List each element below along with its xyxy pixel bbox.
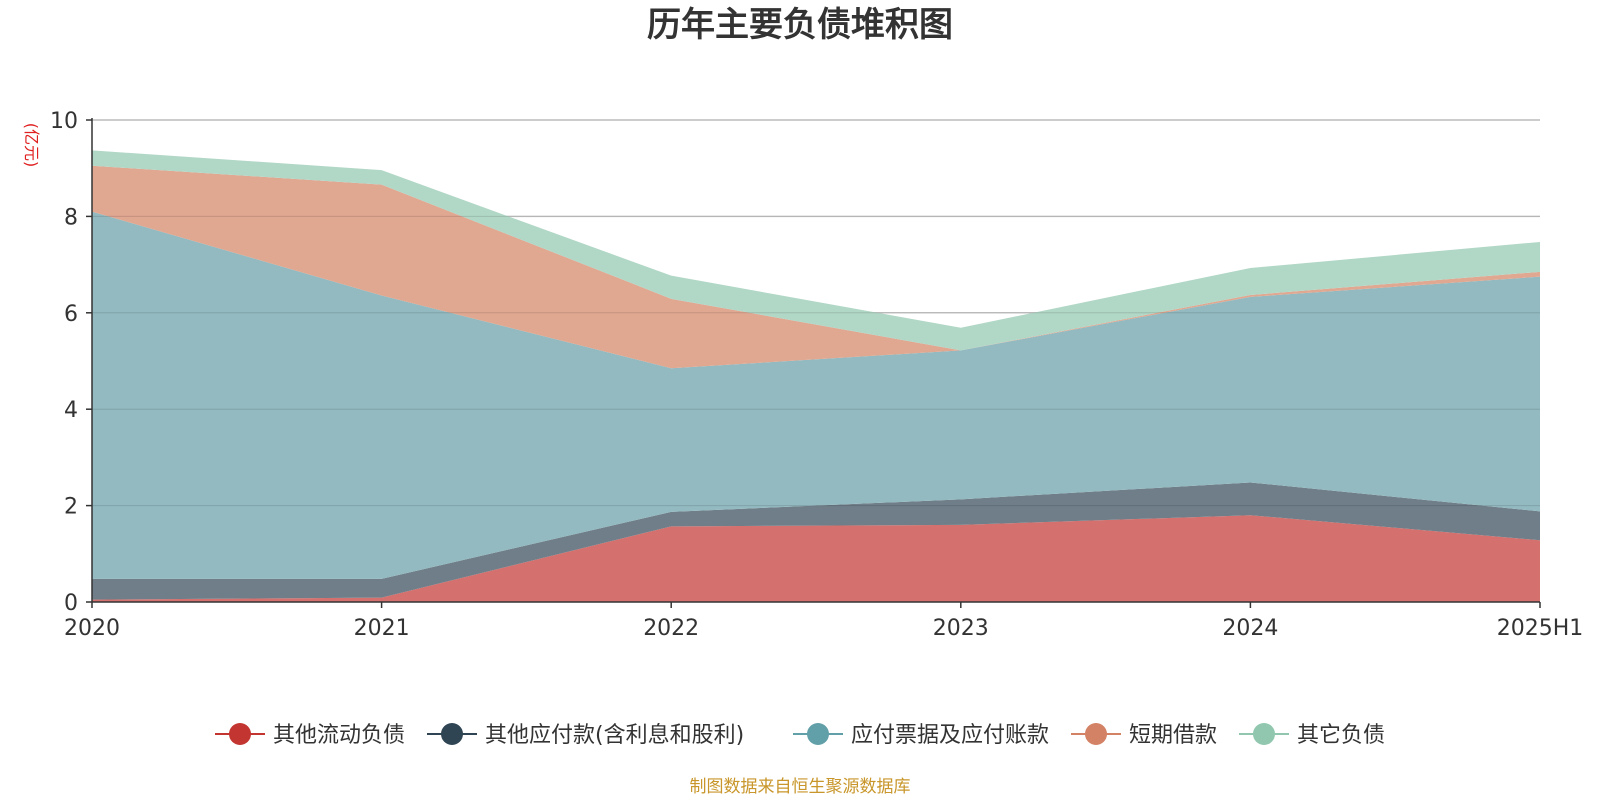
x-tick-label-0: 2020 bbox=[64, 616, 120, 641]
y-tick-label-2: 4 bbox=[64, 398, 78, 423]
legend-swatch-dot-4 bbox=[1253, 723, 1275, 745]
y-axis-unit-label: (亿元) bbox=[22, 123, 41, 168]
legend-item-0[interactable]: 其他流动负债 bbox=[215, 723, 405, 748]
area-series-0 bbox=[92, 515, 1540, 602]
legend-label-4: 其它负债 bbox=[1297, 723, 1385, 748]
legend-item-3[interactable]: 短期借款 bbox=[1071, 723, 1217, 748]
legend-swatch-dot-0 bbox=[229, 723, 251, 745]
axes: 0 2 4 6 8 10 2020 2021 2022 2023 2024 2025H1 bbox=[50, 109, 1583, 641]
area-series-3 bbox=[92, 165, 1540, 369]
legend-swatch-dot-3 bbox=[1085, 723, 1107, 745]
legend[interactable]: 其他流动负债 其他应付款(含利息和股利) 应付票据及应付账款 短期借款 其它负债 bbox=[215, 723, 1385, 748]
legend-label-0: 其他流动负债 bbox=[273, 723, 405, 748]
legend-swatch-dot-2 bbox=[807, 723, 829, 745]
x-tick-label-5: 2025H1 bbox=[1497, 616, 1584, 641]
x-tick-label-4: 2024 bbox=[1222, 616, 1278, 641]
y-tick-label-5: 10 bbox=[50, 109, 78, 134]
legend-item-4[interactable]: 其它负债 bbox=[1239, 723, 1385, 748]
x-tick-label-1: 2021 bbox=[354, 616, 410, 641]
chart-title: 历年主要负债堆积图 bbox=[647, 5, 953, 45]
area-series-1 bbox=[92, 482, 1540, 600]
y-tick-label-1: 2 bbox=[64, 495, 78, 520]
x-tick-label-3: 2023 bbox=[933, 616, 989, 641]
source-note: 制图数据来自恒生聚源数据库 bbox=[690, 777, 911, 797]
legend-label-1: 其他应付款(含利息和股利) bbox=[485, 723, 744, 748]
area-series-4 bbox=[92, 150, 1540, 351]
y-tick-label-4: 8 bbox=[64, 205, 78, 230]
legend-swatch-dot-1 bbox=[441, 723, 463, 745]
area-series-2 bbox=[92, 211, 1540, 579]
legend-label-3: 短期借款 bbox=[1129, 723, 1217, 748]
y-tick-label-3: 6 bbox=[64, 302, 78, 327]
x-tick-label-2: 2022 bbox=[643, 616, 699, 641]
legend-item-2[interactable]: 应付票据及应付账款 bbox=[793, 723, 1049, 748]
y-tick-label-0: 0 bbox=[64, 591, 78, 616]
legend-item-1[interactable]: 其他应付款(含利息和股利) bbox=[427, 723, 744, 748]
legend-label-2: 应付票据及应付账款 bbox=[851, 723, 1049, 748]
area-series-group bbox=[92, 119, 1540, 602]
